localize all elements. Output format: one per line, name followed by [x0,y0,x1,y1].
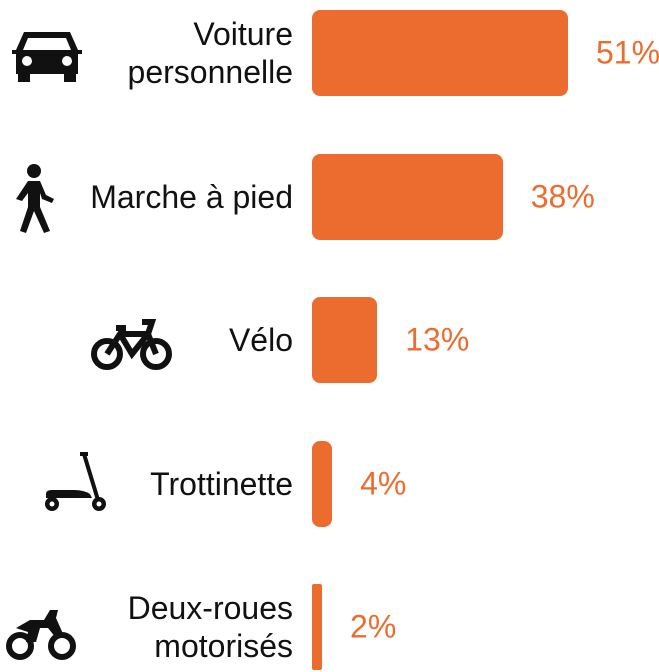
walk-icon [16,164,54,233]
moto-icon [6,610,76,660]
car-icon [12,32,82,82]
value-label: 38% [530,178,595,214]
value-label: 4% [360,465,407,501]
category-label: Marche à pied [90,178,293,215]
bar [312,297,378,383]
bar [312,10,568,96]
category-label: Vélo [228,322,293,358]
category-label: Trottinette [150,465,293,502]
bike-icon [91,319,172,370]
bar [312,584,323,670]
bar [312,153,503,240]
value-label: 51% [596,34,659,71]
bar [312,440,333,527]
category-label: Deux-roues motorisés [127,590,293,664]
value-label: 2% [350,608,397,645]
scooter-icon [45,452,106,511]
category-label: Voiture personnelle [127,16,293,90]
value-label: 13% [405,321,470,358]
